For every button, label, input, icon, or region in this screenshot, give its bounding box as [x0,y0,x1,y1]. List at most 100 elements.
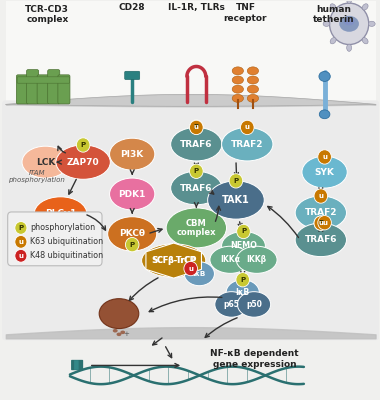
Text: u: u [18,239,24,245]
Text: K63 ubiquitination: K63 ubiquitination [30,237,103,246]
FancyBboxPatch shape [16,75,28,104]
Ellipse shape [362,4,368,10]
Ellipse shape [319,110,330,119]
Ellipse shape [330,38,336,44]
Circle shape [236,272,250,287]
Circle shape [229,174,243,188]
Text: CBM
complex: CBM complex [177,218,216,237]
Ellipse shape [302,156,347,188]
Text: P: P [81,142,86,148]
Ellipse shape [120,330,125,334]
Text: IκB: IκB [193,271,206,277]
Text: P: P [233,178,239,184]
Text: u: u [245,124,250,130]
Text: u: u [18,253,24,259]
Text: phosphorylation: phosphorylation [30,224,95,232]
Ellipse shape [113,329,118,332]
Ellipse shape [117,332,122,336]
Text: P: P [194,124,199,130]
Text: PI3K: PI3K [120,150,144,159]
Ellipse shape [330,4,336,10]
Ellipse shape [222,128,273,161]
Ellipse shape [323,21,330,26]
FancyBboxPatch shape [125,71,140,80]
Ellipse shape [184,262,214,286]
Text: NEMO: NEMO [230,241,257,250]
Ellipse shape [171,128,222,161]
Text: CD28: CD28 [119,4,146,12]
Ellipse shape [247,94,258,102]
Circle shape [15,236,27,248]
Ellipse shape [247,76,258,84]
Text: u: u [322,220,327,226]
Ellipse shape [339,16,359,32]
Text: human
tetherin: human tetherin [313,5,355,24]
Circle shape [184,261,198,276]
Text: TRAF6: TRAF6 [180,140,212,149]
Circle shape [190,164,203,178]
Ellipse shape [109,138,155,170]
Ellipse shape [34,197,87,231]
Ellipse shape [207,181,264,219]
Ellipse shape [232,94,244,102]
Text: P: P [194,168,199,174]
Text: NF-κB dependent
gene expression: NF-κB dependent gene expression [211,349,299,370]
Ellipse shape [171,171,222,205]
Ellipse shape [295,196,347,230]
Text: PDK1: PDK1 [119,190,146,198]
Text: PKCθ: PKCθ [119,229,145,238]
Text: TRAF2: TRAF2 [305,208,337,217]
Ellipse shape [232,76,244,84]
Ellipse shape [247,67,258,75]
Ellipse shape [108,217,157,251]
Text: p50: p50 [246,300,262,309]
Ellipse shape [344,18,355,26]
Text: ITAM
phosphorylation: ITAM phosphorylation [8,170,65,183]
Circle shape [314,189,328,203]
Text: PLCγ1: PLCγ1 [45,210,76,218]
Ellipse shape [142,244,206,277]
FancyBboxPatch shape [8,212,102,266]
Ellipse shape [56,145,110,179]
FancyBboxPatch shape [48,70,60,104]
FancyBboxPatch shape [2,100,379,340]
Ellipse shape [368,21,375,26]
Ellipse shape [247,85,258,93]
Text: +: + [123,331,129,337]
Circle shape [237,224,250,239]
FancyBboxPatch shape [17,77,70,83]
Circle shape [76,138,90,152]
Text: TAK1: TAK1 [222,195,250,205]
Circle shape [314,216,328,230]
Circle shape [318,216,331,230]
FancyBboxPatch shape [58,75,70,104]
FancyBboxPatch shape [37,75,49,104]
Circle shape [15,222,27,234]
Text: P: P [18,225,24,231]
Ellipse shape [109,178,155,210]
Text: TNF
receptor: TNF receptor [223,4,267,22]
Ellipse shape [347,44,352,51]
Ellipse shape [362,38,368,44]
FancyBboxPatch shape [74,360,79,370]
Ellipse shape [295,223,347,257]
Ellipse shape [22,146,69,178]
Text: K48 ubiquitination: K48 ubiquitination [30,251,103,260]
Circle shape [241,120,254,135]
Text: P: P [240,277,245,283]
Ellipse shape [236,246,277,273]
Text: p65: p65 [223,300,239,309]
Text: LCK: LCK [36,158,55,167]
Ellipse shape [232,85,244,93]
Ellipse shape [210,246,251,273]
Text: SYK: SYK [315,168,334,176]
Text: TRAF2: TRAF2 [231,140,263,149]
Text: P: P [318,220,323,226]
Circle shape [190,120,203,134]
Ellipse shape [99,299,139,328]
FancyBboxPatch shape [27,70,39,104]
Text: P: P [130,242,135,248]
Circle shape [15,250,27,262]
Text: IL-1R, TLRs: IL-1R, TLRs [168,4,225,12]
FancyBboxPatch shape [6,1,375,112]
